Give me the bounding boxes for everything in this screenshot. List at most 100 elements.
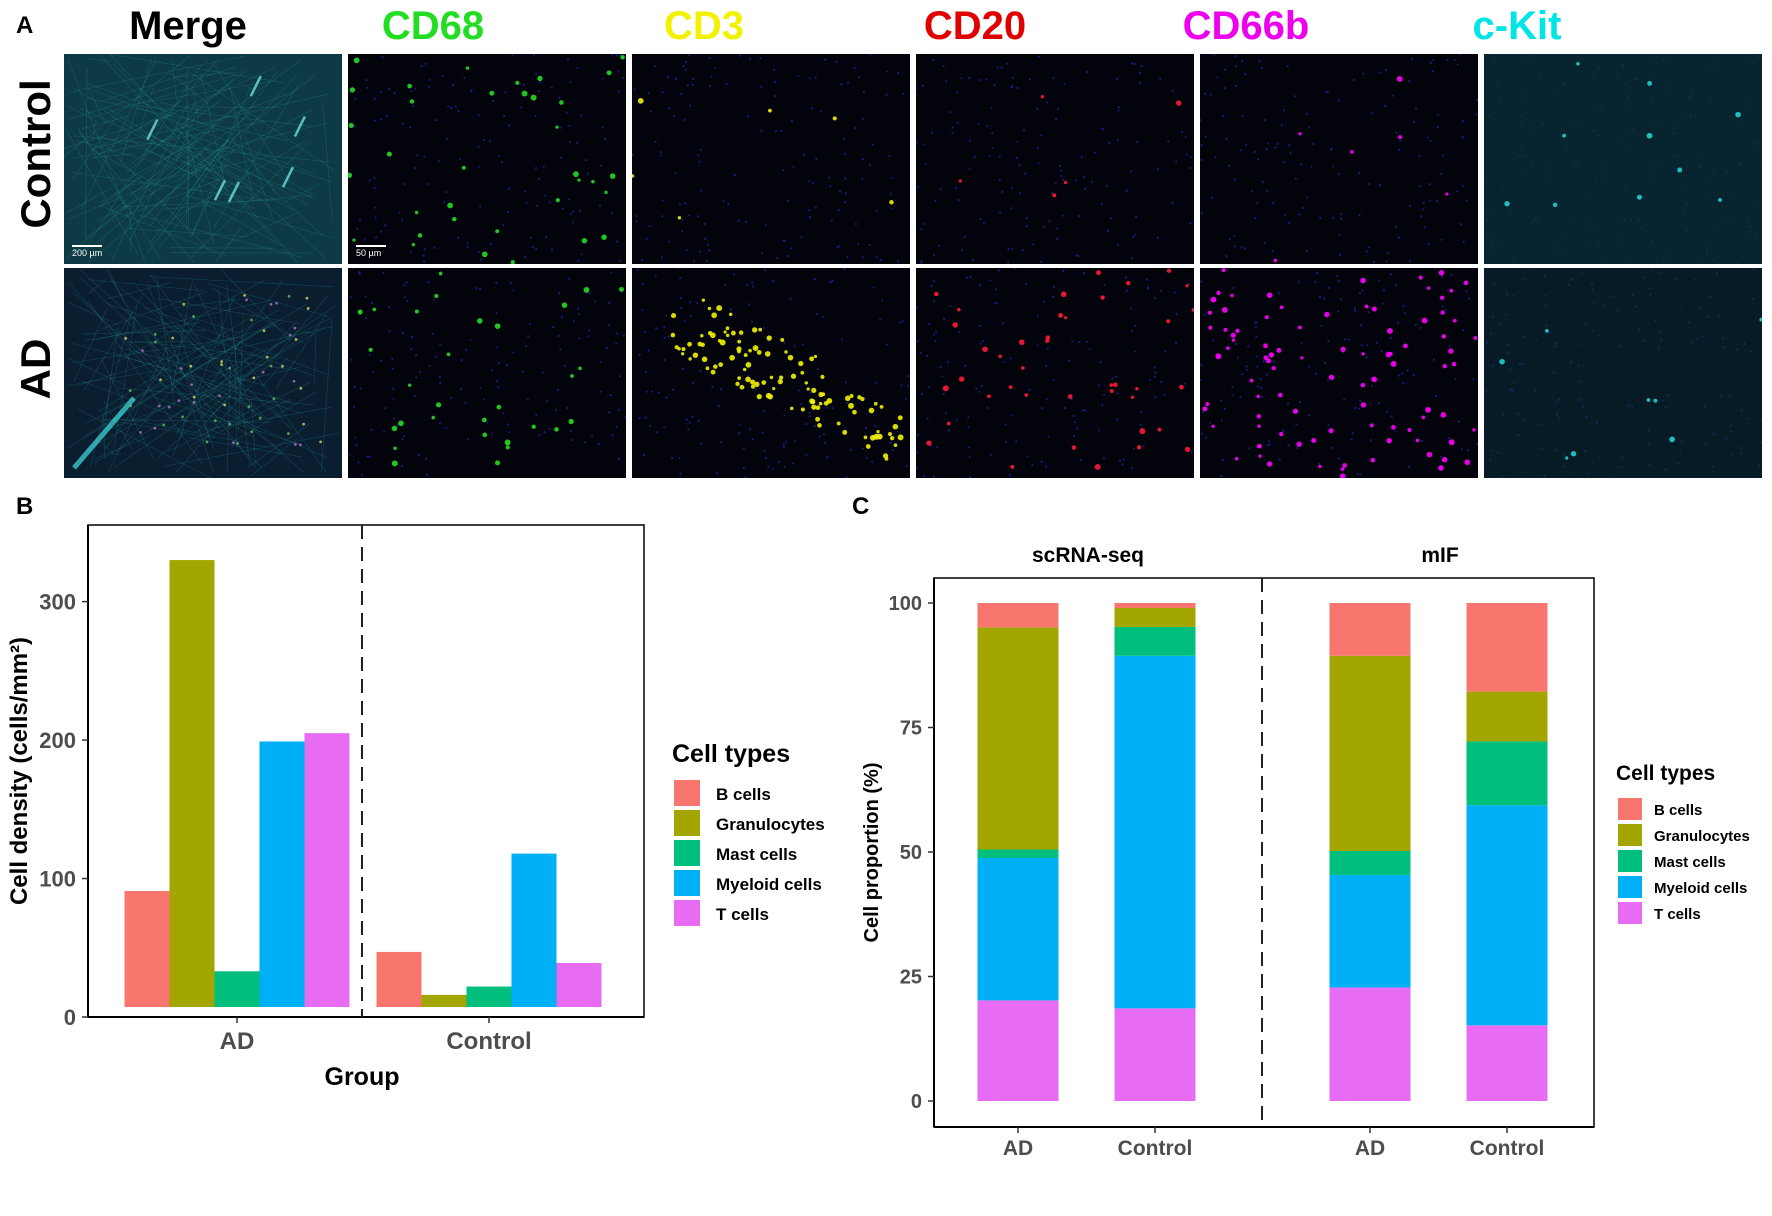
tissue-fiber: [66, 368, 167, 386]
stained-cell-dot: [1264, 315, 1269, 320]
nucleus-dot: [1458, 54, 1462, 56]
stained-cell-dot: [1052, 193, 1057, 198]
nucleus-dot: [965, 276, 968, 279]
nucleus-dot: [1274, 146, 1277, 149]
tissue-fiber: [238, 314, 244, 431]
stained-cell-dot: [349, 87, 356, 93]
stained-cell-dot: [1441, 334, 1447, 339]
stained-cell-dot: [477, 318, 483, 324]
tissue-fiber: [80, 269, 282, 453]
nucleus-dot: [508, 124, 511, 127]
nucleus-dot: [571, 221, 574, 224]
bar-granulocytes: [421, 994, 467, 1007]
nucleus-dot: [1001, 190, 1004, 193]
stained-cell-dot: [1266, 358, 1272, 364]
cell-dot: [228, 366, 232, 370]
nucleus-dot: [489, 242, 492, 246]
nucleus-dot: [1389, 273, 1393, 276]
stained-cell-dot: [857, 395, 862, 400]
stained-cell-dot: [710, 369, 716, 375]
nucleus-dot: [761, 252, 764, 255]
stained-cell-dot: [1263, 355, 1269, 361]
y-axis-title: Cell proportion (%): [861, 763, 883, 943]
nucleus-dot: [568, 198, 571, 201]
nucleus-dot: [1427, 242, 1430, 245]
nucleus-dot: [615, 332, 619, 335]
nucleus-dot: [1369, 403, 1372, 406]
stained-cell-dot: [700, 334, 704, 338]
nucleus-dot: [747, 303, 751, 306]
nucleus-dot: [1134, 233, 1137, 236]
nucleus-dot: [374, 206, 377, 209]
cell-dot: [223, 403, 227, 407]
nucleus-dot: [837, 208, 840, 212]
nucleus-dot: [1280, 123, 1283, 126]
stained-cell-dot: [735, 381, 740, 387]
nucleus-dot: [916, 467, 918, 470]
nucleus-dot: [401, 332, 405, 335]
stained-cell-dot: [787, 354, 794, 361]
tissue-fiber: [98, 109, 314, 221]
tissue-fiber: [217, 287, 228, 374]
stained-cell-dot: [1565, 456, 1569, 460]
nucleus-dot: [1101, 403, 1104, 406]
nucleus-dot: [885, 93, 888, 96]
nucleus-dot: [393, 91, 396, 95]
nucleus-dot: [1298, 213, 1301, 216]
tissue-fiber: [96, 291, 208, 332]
nucleus-dot: [993, 84, 996, 87]
nucleus-dot: [933, 299, 936, 303]
nucleus-dot: [1210, 196, 1213, 199]
stained-cell-dot: [431, 415, 436, 420]
nucleus-dot: [1253, 150, 1256, 153]
nucleus-dot: [1308, 365, 1311, 368]
nucleus-dot: [1406, 369, 1409, 372]
tissue-fiber: [97, 142, 212, 244]
nucleus-dot: [357, 461, 360, 464]
nucleus-dot: [815, 312, 818, 316]
nucleus-dot: [463, 77, 466, 80]
nucleus-dot: [438, 160, 441, 163]
nucleus-dot: [1116, 243, 1120, 247]
stained-cell-dot: [897, 434, 904, 441]
nucleus-dot: [979, 218, 982, 221]
nucleus-dot: [1261, 181, 1264, 184]
nucleus-dot: [687, 428, 690, 431]
tissue-fiber: [144, 306, 327, 375]
stained-cell-dot: [1297, 325, 1302, 330]
nucleus-dot: [685, 249, 688, 252]
nucleus-dot: [466, 246, 469, 249]
nucleus-dot: [1130, 307, 1133, 310]
nucleus-dot: [1448, 436, 1451, 440]
nucleus-dot: [843, 201, 847, 204]
nucleus-dot: [944, 80, 947, 83]
nucleus-dot: [1046, 347, 1049, 350]
nucleus-dot: [1398, 148, 1401, 151]
legend-label: Granulocytes: [1654, 828, 1750, 845]
cell-dot: [159, 378, 162, 382]
stained-cell-dot: [452, 216, 457, 222]
nucleus-dot: [466, 438, 469, 441]
nucleus-dot: [1461, 120, 1465, 123]
stained-cell-dot: [709, 332, 716, 339]
stained-cell-dot: [481, 251, 488, 258]
nucleus-dot: [1391, 94, 1394, 97]
nucleus-dot: [1296, 446, 1299, 449]
nucleus-dot: [1402, 304, 1405, 307]
tissue-background: [64, 268, 342, 478]
column-header-ckit: c-Kit: [1472, 4, 1562, 48]
tissue-fiber: [171, 282, 193, 392]
tissue-fiber: [142, 140, 229, 219]
nucleus-dot: [363, 238, 366, 241]
tissue-fiber: [205, 356, 290, 370]
nucleus-dot: [1153, 366, 1156, 369]
stained-cell-dot: [1369, 423, 1374, 428]
nucleus-dot: [1159, 289, 1163, 293]
nucleus-dot: [733, 174, 736, 177]
nucleus-dot: [916, 433, 920, 437]
nucleus-dot: [667, 335, 670, 338]
nucleus-dot: [864, 426, 867, 430]
nucleus-dot: [659, 151, 663, 154]
nucleus-dot: [1018, 164, 1021, 167]
nucleus-dot: [635, 215, 638, 218]
